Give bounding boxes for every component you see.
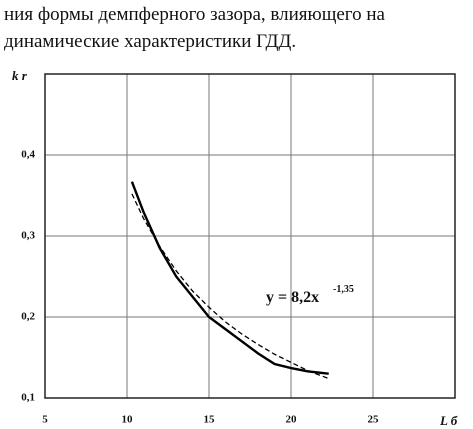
annotation: y = 8,2x (266, 289, 319, 306)
annotation-exponent: -1,35 (333, 284, 354, 295)
y-tick-label: 0,2 (21, 311, 35, 323)
y-tick-label: 0,3 (21, 230, 35, 242)
x-tick-label: 25 (368, 414, 380, 426)
x-tick-label: 15 (204, 414, 216, 426)
y-tick-label: 0,4 (21, 149, 35, 161)
x-tick-label: 10 (122, 414, 134, 426)
line (131, 193, 329, 380)
y-tick-label: 0,1 (21, 392, 35, 404)
x-axis-label: L б (439, 413, 458, 428)
text-line: ния формы демпферного зазора, влияющего … (4, 4, 386, 25)
y-axis-label: k r (12, 68, 28, 83)
line (130, 181, 329, 375)
plot-frame (44, 73, 456, 399)
text-line: динамические характеристики ГДД. (4, 31, 296, 52)
x-tick-label: 5 (42, 414, 48, 426)
x-tick-label: 20 (286, 414, 298, 426)
